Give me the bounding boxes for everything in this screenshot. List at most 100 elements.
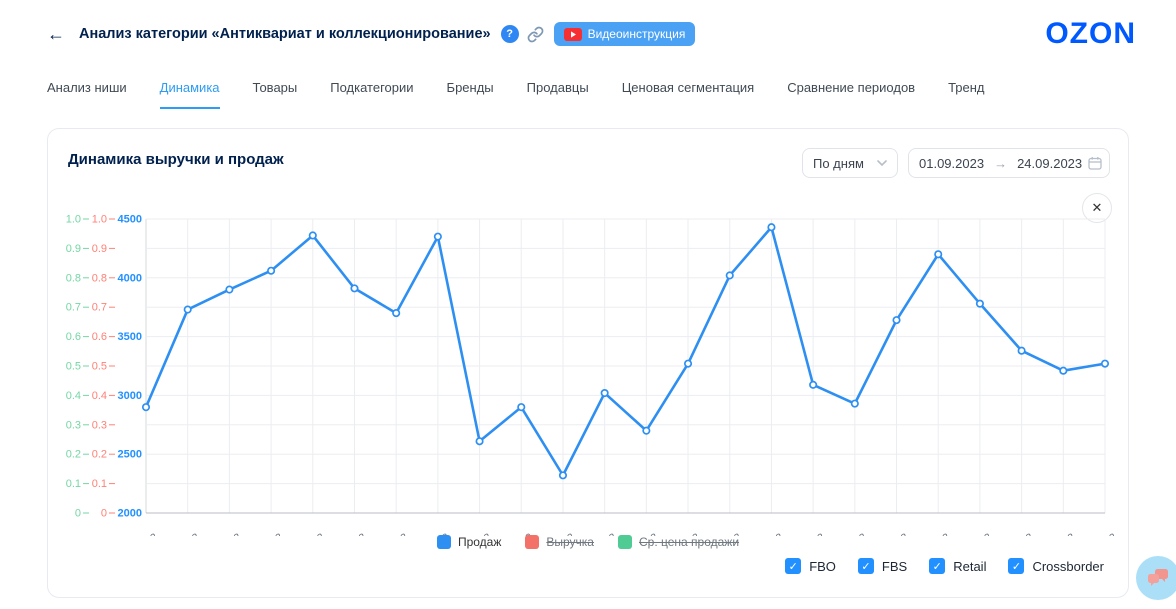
ozon-logo: OZON bbox=[1045, 17, 1136, 50]
sales-series bbox=[141, 223, 1110, 480]
data-point[interactable] bbox=[558, 471, 568, 480]
legend-label: Продаж bbox=[457, 535, 502, 549]
legend-swatch bbox=[436, 535, 451, 549]
svg-text:0.5: 0.5 bbox=[92, 361, 107, 373]
checkbox-icon[interactable]: ✓ bbox=[929, 558, 946, 574]
checkbox-icon[interactable]: ✓ bbox=[1008, 558, 1025, 574]
legend-item-1[interactable]: Выручка bbox=[525, 535, 594, 549]
filter-label: Retail bbox=[953, 558, 987, 574]
svg-text:4000: 4000 bbox=[118, 272, 142, 284]
tab-2[interactable]: Товары bbox=[252, 80, 298, 95]
chevron-down-icon bbox=[877, 160, 887, 166]
data-point[interactable] bbox=[267, 266, 276, 275]
legend-swatch bbox=[617, 535, 632, 549]
filter-label: FBO bbox=[809, 558, 836, 574]
svg-text:4500: 4500 bbox=[118, 214, 142, 226]
svg-text:0.3: 0.3 bbox=[66, 419, 81, 431]
svg-text:0.2: 0.2 bbox=[66, 449, 81, 461]
scheme-filters: ✓ FBO ✓ FBS ✓ Retail ✓ Crossborder bbox=[785, 558, 1104, 574]
data-point[interactable] bbox=[308, 231, 317, 240]
svg-text:0.3: 0.3 bbox=[92, 419, 107, 431]
data-point[interactable] bbox=[892, 316, 901, 325]
tab-7[interactable]: Сравнение периодов bbox=[787, 80, 916, 95]
tab-5[interactable]: Продавцы bbox=[526, 80, 589, 95]
chat-widget-button[interactable] bbox=[1136, 556, 1176, 600]
svg-text:0.7: 0.7 bbox=[66, 302, 81, 314]
data-point[interactable] bbox=[1100, 359, 1110, 368]
data-point[interactable] bbox=[433, 232, 442, 241]
data-point[interactable] bbox=[1017, 346, 1026, 355]
filter-label: FBS bbox=[881, 558, 908, 574]
page-header: ← Анализ категории «Антиквариат и коллек… bbox=[47, 18, 1136, 50]
svg-text:0.1: 0.1 bbox=[92, 478, 107, 490]
tab-0[interactable]: Анализ ниши bbox=[47, 80, 127, 95]
legend-item-2[interactable]: Ср. цена продажи bbox=[617, 535, 740, 549]
filter-fbs[interactable]: ✓ FBS bbox=[857, 558, 908, 574]
filter-crossborder[interactable]: ✓ Crossborder bbox=[1008, 558, 1104, 574]
svg-text:0.6: 0.6 bbox=[92, 331, 107, 343]
tab-4[interactable]: Бренды bbox=[446, 80, 494, 95]
svg-text:0.9: 0.9 bbox=[66, 243, 81, 255]
video-instruction-button[interactable]: Видеоинструкция bbox=[553, 22, 696, 46]
legend-item-0[interactable]: Продаж bbox=[436, 535, 502, 549]
filter-label: Crossborder bbox=[1032, 558, 1104, 574]
svg-text:0: 0 bbox=[75, 508, 81, 520]
tab-6[interactable]: Ценовая сегментация bbox=[621, 80, 755, 95]
video-instruction-label: Видеоинструкция bbox=[587, 27, 686, 41]
range-arrow-icon: → bbox=[994, 155, 1008, 171]
svg-text:0.6: 0.6 bbox=[66, 331, 81, 343]
svg-text:1.0: 1.0 bbox=[66, 214, 81, 226]
checkbox-icon[interactable]: ✓ bbox=[785, 558, 802, 574]
data-point[interactable] bbox=[225, 285, 234, 294]
chat-icon bbox=[1147, 568, 1169, 588]
calendar-icon bbox=[1088, 156, 1102, 170]
back-arrow-icon[interactable]: ← bbox=[47, 24, 65, 44]
svg-text:2000: 2000 bbox=[118, 508, 142, 520]
filter-fbo[interactable]: ✓ FBO bbox=[785, 558, 836, 574]
tabs-bar: Анализ ниши Динамика Товары Подкатегории Бре… bbox=[47, 80, 985, 109]
data-point[interactable] bbox=[767, 223, 776, 232]
tab-8[interactable]: Тренд bbox=[948, 80, 985, 95]
data-point[interactable] bbox=[183, 305, 192, 314]
chart-legend: Продаж Выручка Ср. цена продажи bbox=[48, 535, 1128, 549]
data-point[interactable] bbox=[975, 299, 984, 308]
data-point[interactable] bbox=[725, 271, 734, 280]
checkbox-icon[interactable]: ✓ bbox=[857, 558, 874, 574]
data-point[interactable] bbox=[392, 309, 401, 318]
chart-grid bbox=[145, 218, 1106, 514]
tab-3[interactable]: Подкатегории bbox=[330, 80, 414, 95]
page-title: Анализ категории «Антиквариат и коллекци… bbox=[79, 26, 491, 42]
svg-text:0.2: 0.2 bbox=[92, 449, 107, 461]
svg-text:0.8: 0.8 bbox=[92, 272, 107, 284]
svg-text:3500: 3500 bbox=[118, 331, 142, 343]
y-axis-revenue: 0 0.1 0.2 0.3 0.4 0.5 0.6 0.7 0.8 0.9 1.0 bbox=[92, 214, 115, 520]
legend-label: Ср. цена продажи bbox=[638, 535, 740, 549]
data-point[interactable] bbox=[475, 437, 484, 446]
legend-swatch bbox=[525, 535, 540, 549]
data-point[interactable] bbox=[1059, 366, 1068, 375]
svg-text:0.4: 0.4 bbox=[92, 390, 107, 402]
svg-text:0.1: 0.1 bbox=[66, 478, 81, 490]
data-point[interactable] bbox=[683, 359, 693, 368]
date-range-input[interactable]: 01.09.2023 → 24.09.2023 bbox=[908, 148, 1110, 178]
close-chart-button[interactable]: ✕ bbox=[1082, 193, 1112, 223]
data-point[interactable] bbox=[141, 403, 151, 412]
data-point[interactable] bbox=[809, 380, 818, 389]
panel-controls: По дням 01.09.2023 → 24.09.2023 bbox=[802, 148, 1110, 178]
tab-1[interactable]: Динамика bbox=[159, 80, 220, 109]
panel-title: Динамика выручки и продаж bbox=[68, 151, 284, 168]
data-point[interactable] bbox=[600, 388, 609, 398]
svg-text:0.8: 0.8 bbox=[66, 272, 81, 284]
data-point[interactable] bbox=[642, 426, 651, 435]
granularity-select[interactable]: По дням bbox=[802, 148, 898, 178]
link-icon[interactable] bbox=[527, 26, 544, 43]
date-end: 24.09.2023 bbox=[1017, 155, 1083, 171]
help-icon[interactable]: ? bbox=[500, 25, 519, 43]
filter-retail[interactable]: ✓ Retail bbox=[929, 558, 986, 574]
sales-line bbox=[144, 225, 1107, 477]
data-point[interactable] bbox=[934, 250, 943, 259]
data-point[interactable] bbox=[850, 399, 859, 408]
data-point[interactable] bbox=[350, 284, 359, 293]
date-start: 01.09.2023 bbox=[919, 155, 985, 171]
data-point[interactable] bbox=[517, 403, 526, 412]
